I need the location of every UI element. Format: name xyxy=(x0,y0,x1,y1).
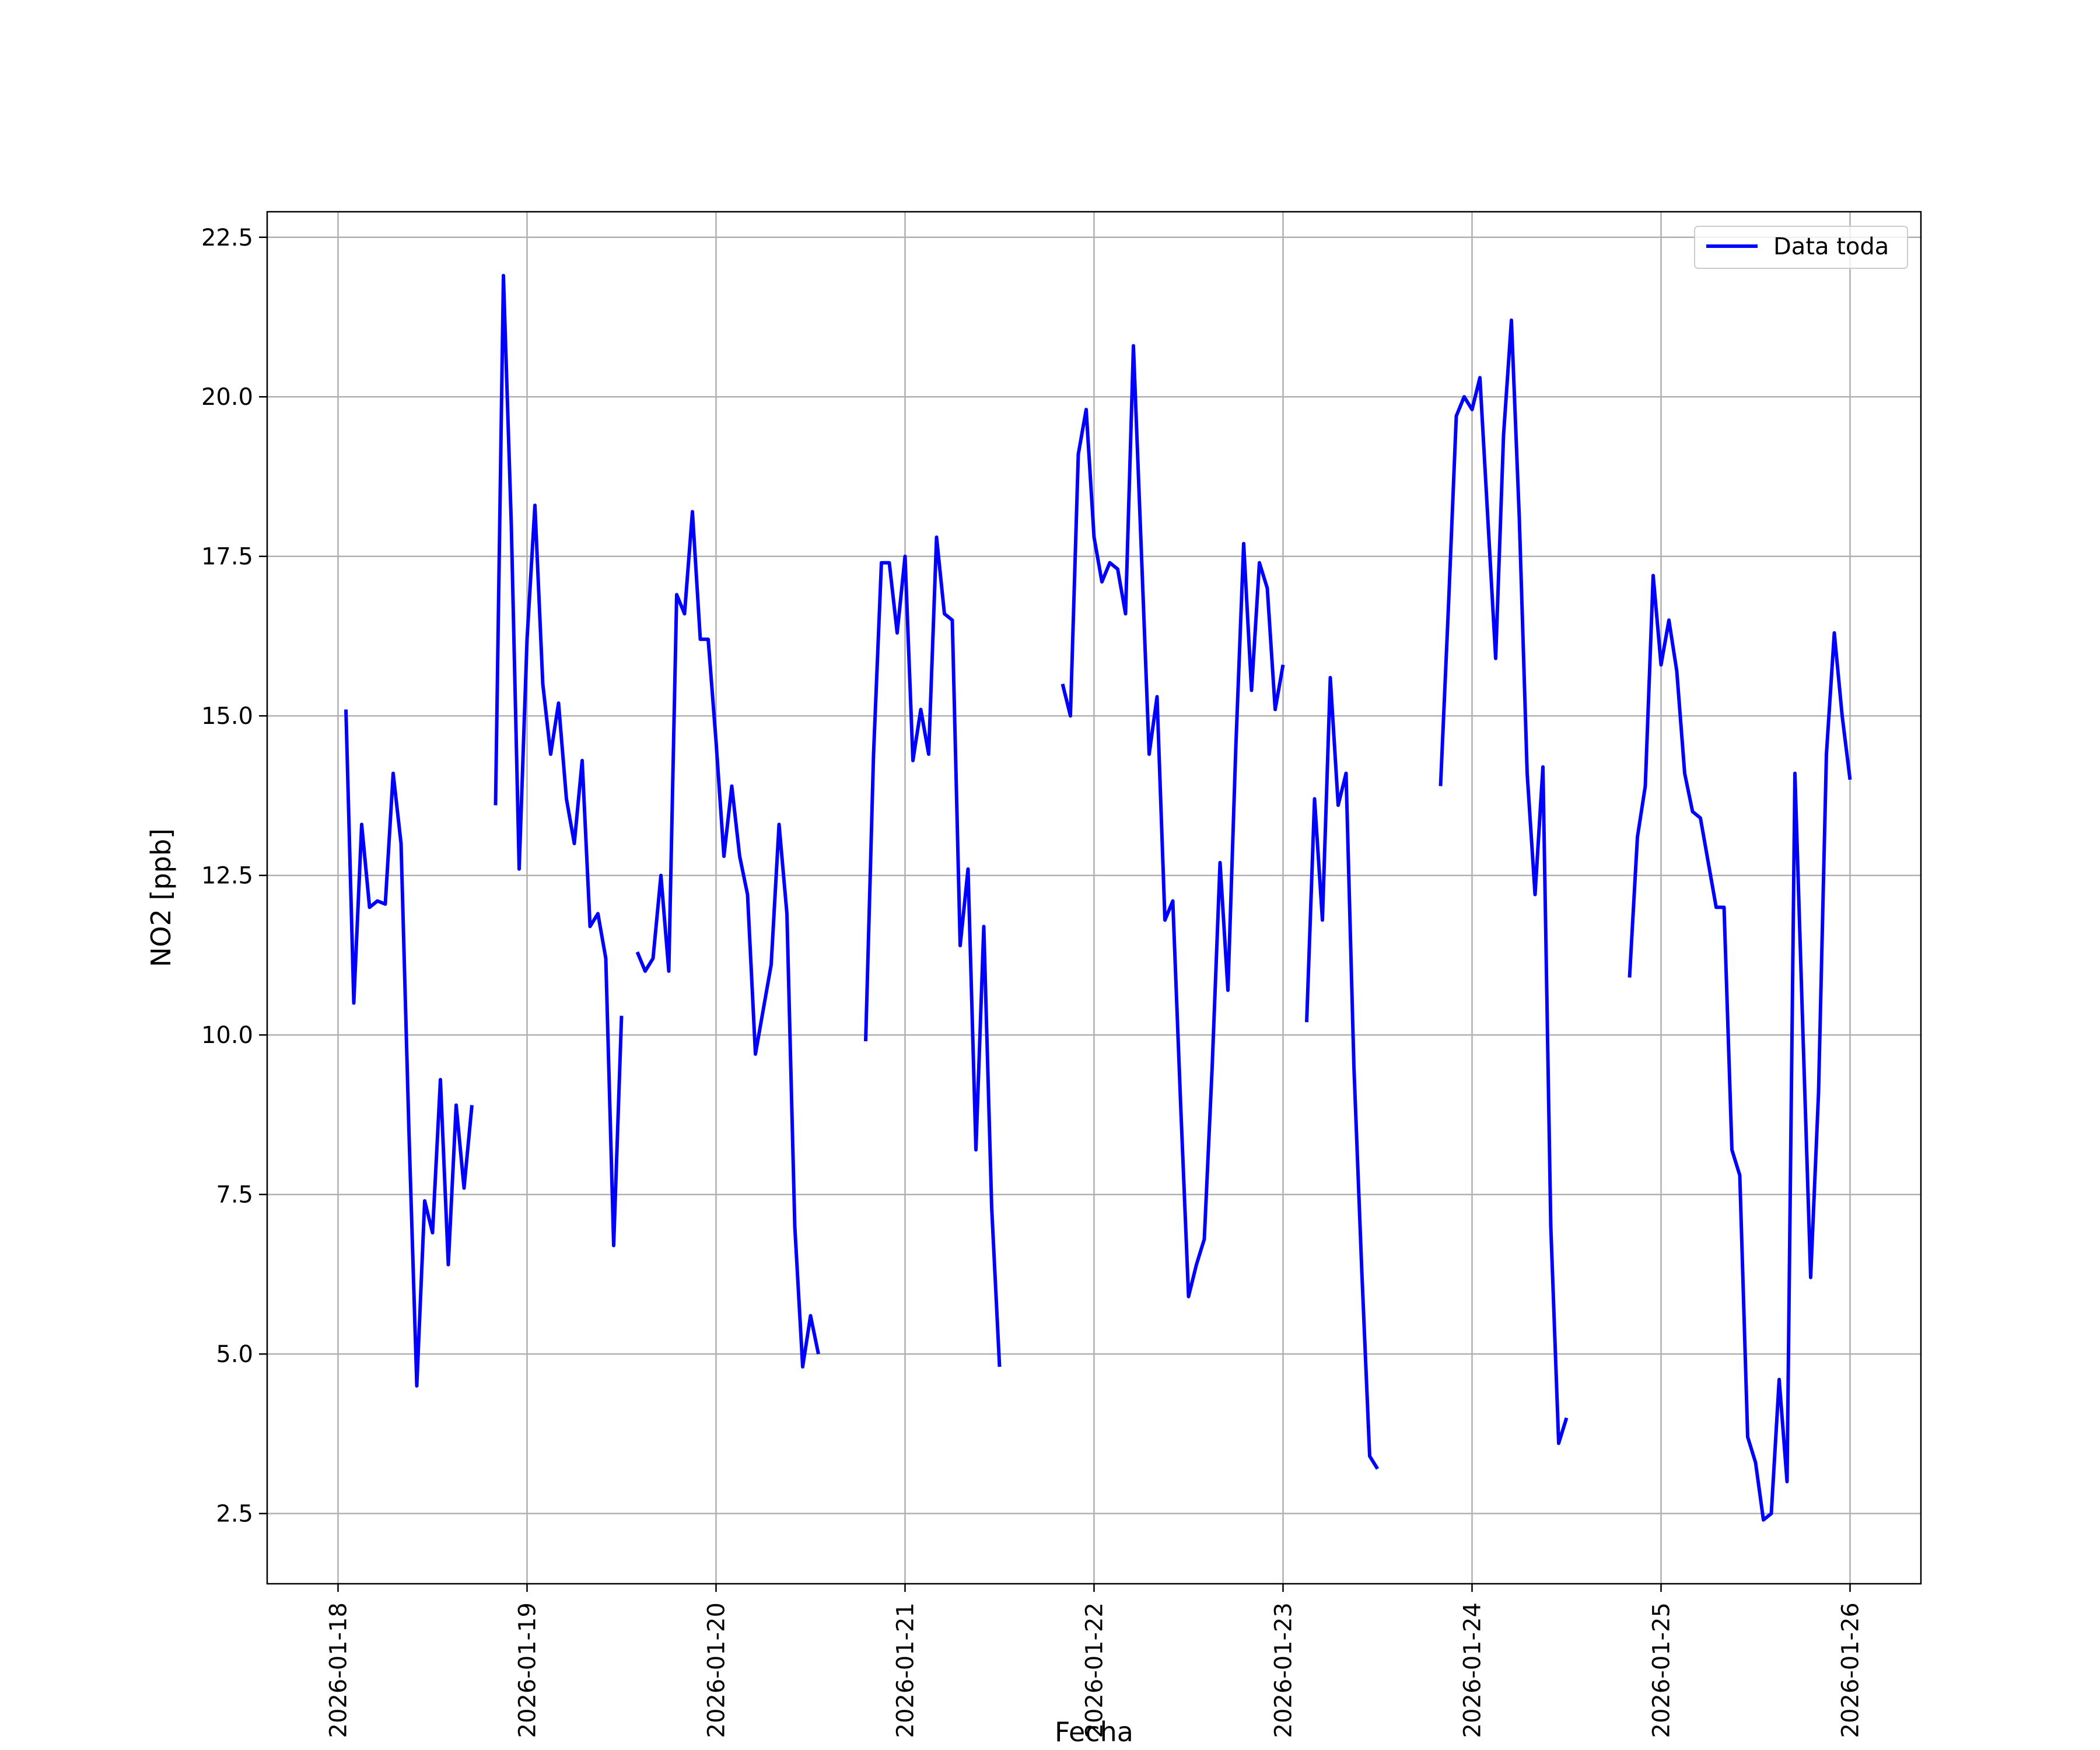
x-tick-label: 2026-01-22 xyxy=(1082,1602,1108,1738)
y-tick-label: 7.5 xyxy=(216,1182,253,1209)
series-line-segment xyxy=(494,274,624,1248)
x-tick-label: 2026-01-26 xyxy=(1838,1602,1864,1738)
y-tick-label: 22.5 xyxy=(201,225,253,251)
series-line-segment xyxy=(864,535,1002,1367)
series-line-segment xyxy=(1628,573,1852,1522)
x-axis-ticks: 2026-01-18 2026-01-19 2026-01-20 2026-01-21… xyxy=(326,1584,1864,1738)
x-tick-label: 2026-01-25 xyxy=(1648,1602,1675,1738)
y-axis-label: NO2 [ppb] xyxy=(145,828,177,967)
series-line-segment xyxy=(635,510,820,1369)
y-tick-label: 2.5 xyxy=(216,1501,253,1528)
y-axis-ticks: 2.5 5.0 7.5 10.0 12.5 15.0 17.5 20.0 22.5 xyxy=(201,225,267,1528)
x-tick-label: 2026-01-21 xyxy=(892,1602,919,1738)
series-line-segment xyxy=(1060,344,1285,1298)
series-data-toda xyxy=(344,274,1852,1522)
legend-box xyxy=(1694,226,1908,269)
x-axis-label: Fecha xyxy=(1055,1716,1133,1748)
legend: Data toda xyxy=(1694,226,1908,269)
y-tick-label: 17.5 xyxy=(201,544,253,570)
x-tick-label: 2026-01-23 xyxy=(1270,1602,1297,1738)
x-tick-label: 2026-01-18 xyxy=(326,1602,352,1738)
x-tick-label: 2026-01-24 xyxy=(1460,1602,1486,1738)
series-line-segment xyxy=(1438,318,1569,1446)
y-tick-label: 10.0 xyxy=(201,1022,253,1049)
grid xyxy=(267,212,1921,1584)
y-tick-label: 12.5 xyxy=(201,863,253,890)
y-tick-label: 15.0 xyxy=(201,703,253,730)
y-tick-label: 20.0 xyxy=(201,384,253,411)
x-tick-label: 2026-01-19 xyxy=(514,1602,541,1738)
legend-label-data-toda: Data toda xyxy=(1773,233,1889,260)
series-line-segment xyxy=(344,709,474,1388)
x-tick-label: 2026-01-20 xyxy=(704,1602,730,1738)
series-line-segment xyxy=(1305,676,1380,1470)
y-tick-label: 5.0 xyxy=(216,1341,253,1368)
